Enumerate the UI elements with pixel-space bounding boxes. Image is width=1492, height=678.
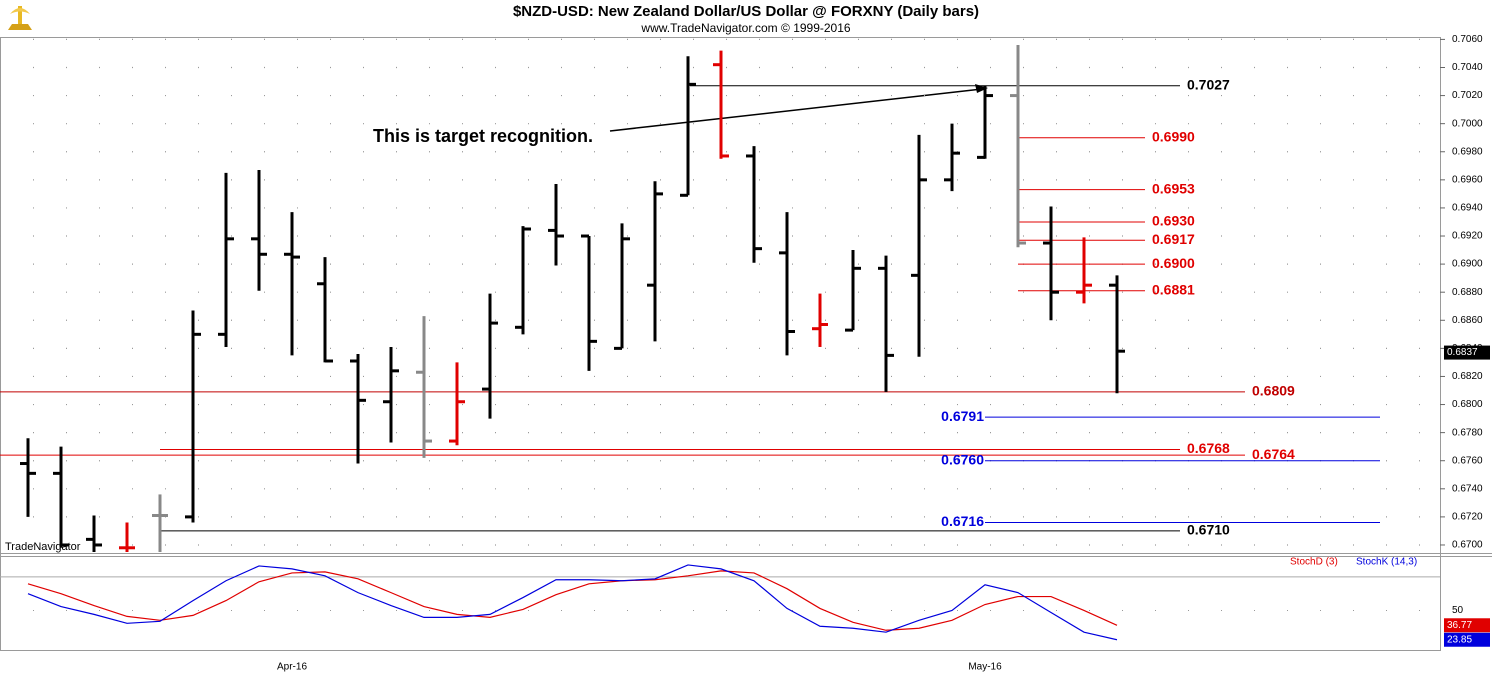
y-tick-label: 0.6760: [1452, 455, 1483, 466]
level-label: 0.6881: [1152, 281, 1195, 297]
legend-entry: StochK (14,3): [1356, 557, 1417, 568]
y-tick-label: 0.7000: [1452, 118, 1483, 129]
level-label: 0.6930: [1152, 213, 1195, 229]
plot-frame: [0, 37, 1441, 651]
annotation: This is target recognition.: [373, 126, 593, 146]
y-tick-label: 0.6740: [1452, 483, 1483, 494]
logo: [8, 6, 32, 30]
level-label: 0.6791: [941, 408, 984, 424]
y-tick-label: 0.6980: [1452, 146, 1483, 157]
y-tick-label: 0.7020: [1452, 90, 1483, 101]
y-tick-label: 0.6880: [1452, 287, 1483, 298]
level-label: 0.6990: [1152, 128, 1195, 144]
level-label: 0.6764: [1252, 446, 1295, 462]
last-value-label: 0.6837: [1447, 347, 1478, 358]
legend-entry: StochD (3): [1290, 557, 1338, 568]
y-tick-label: 50: [1452, 605, 1464, 616]
last-value-box: [1444, 632, 1490, 647]
y-tick-label: 0.6720: [1452, 512, 1483, 523]
y-tick-label: 0.6820: [1452, 371, 1483, 382]
stoch-line: [27, 570, 1118, 631]
level-label: 0.6900: [1152, 255, 1195, 271]
level-label: 0.6809: [1252, 383, 1295, 399]
y-tick-label: 0.6940: [1452, 203, 1483, 214]
annotation-arrow: [609, 84, 988, 132]
level-label: 0.7027: [1187, 76, 1230, 92]
y-tick-label: 0.6860: [1452, 315, 1483, 326]
y-tick-label: 0.6920: [1452, 231, 1483, 242]
y-tick-label: 0.7060: [1452, 34, 1483, 45]
y-tick-label: 0.7040: [1452, 62, 1483, 73]
level-label: 0.6917: [1152, 231, 1195, 247]
chart-title: $NZD-USD: New Zealand Dollar/US Dollar @…: [513, 3, 979, 20]
y-tick-label: 0.6960: [1452, 174, 1483, 185]
last-value-label: 36.77: [1447, 620, 1472, 631]
stoch-line: [27, 564, 1118, 641]
x-tick-label: May-16: [968, 662, 1002, 673]
level-label: 0.6768: [1187, 440, 1230, 456]
watermark: TradeNavigator: [5, 541, 81, 553]
level-label: 0.6710: [1187, 522, 1230, 538]
y-tick-label: 0.6800: [1452, 399, 1483, 410]
y-tick-label: 0.6900: [1452, 259, 1483, 270]
last-value-label: 23.85: [1447, 634, 1472, 645]
chart-subtitle: www.TradeNavigator.com © 1999-2016: [640, 21, 850, 35]
x-tick-label: Apr-16: [277, 662, 307, 673]
y-tick-label: 0.6700: [1452, 540, 1483, 551]
level-label: 0.6716: [941, 513, 984, 529]
level-label: 0.6760: [941, 451, 984, 467]
last-value-box: [1444, 618, 1490, 633]
last-value-box: [1444, 345, 1490, 360]
level-label: 0.6953: [1152, 180, 1195, 196]
y-tick-label: 0.6780: [1452, 427, 1483, 438]
